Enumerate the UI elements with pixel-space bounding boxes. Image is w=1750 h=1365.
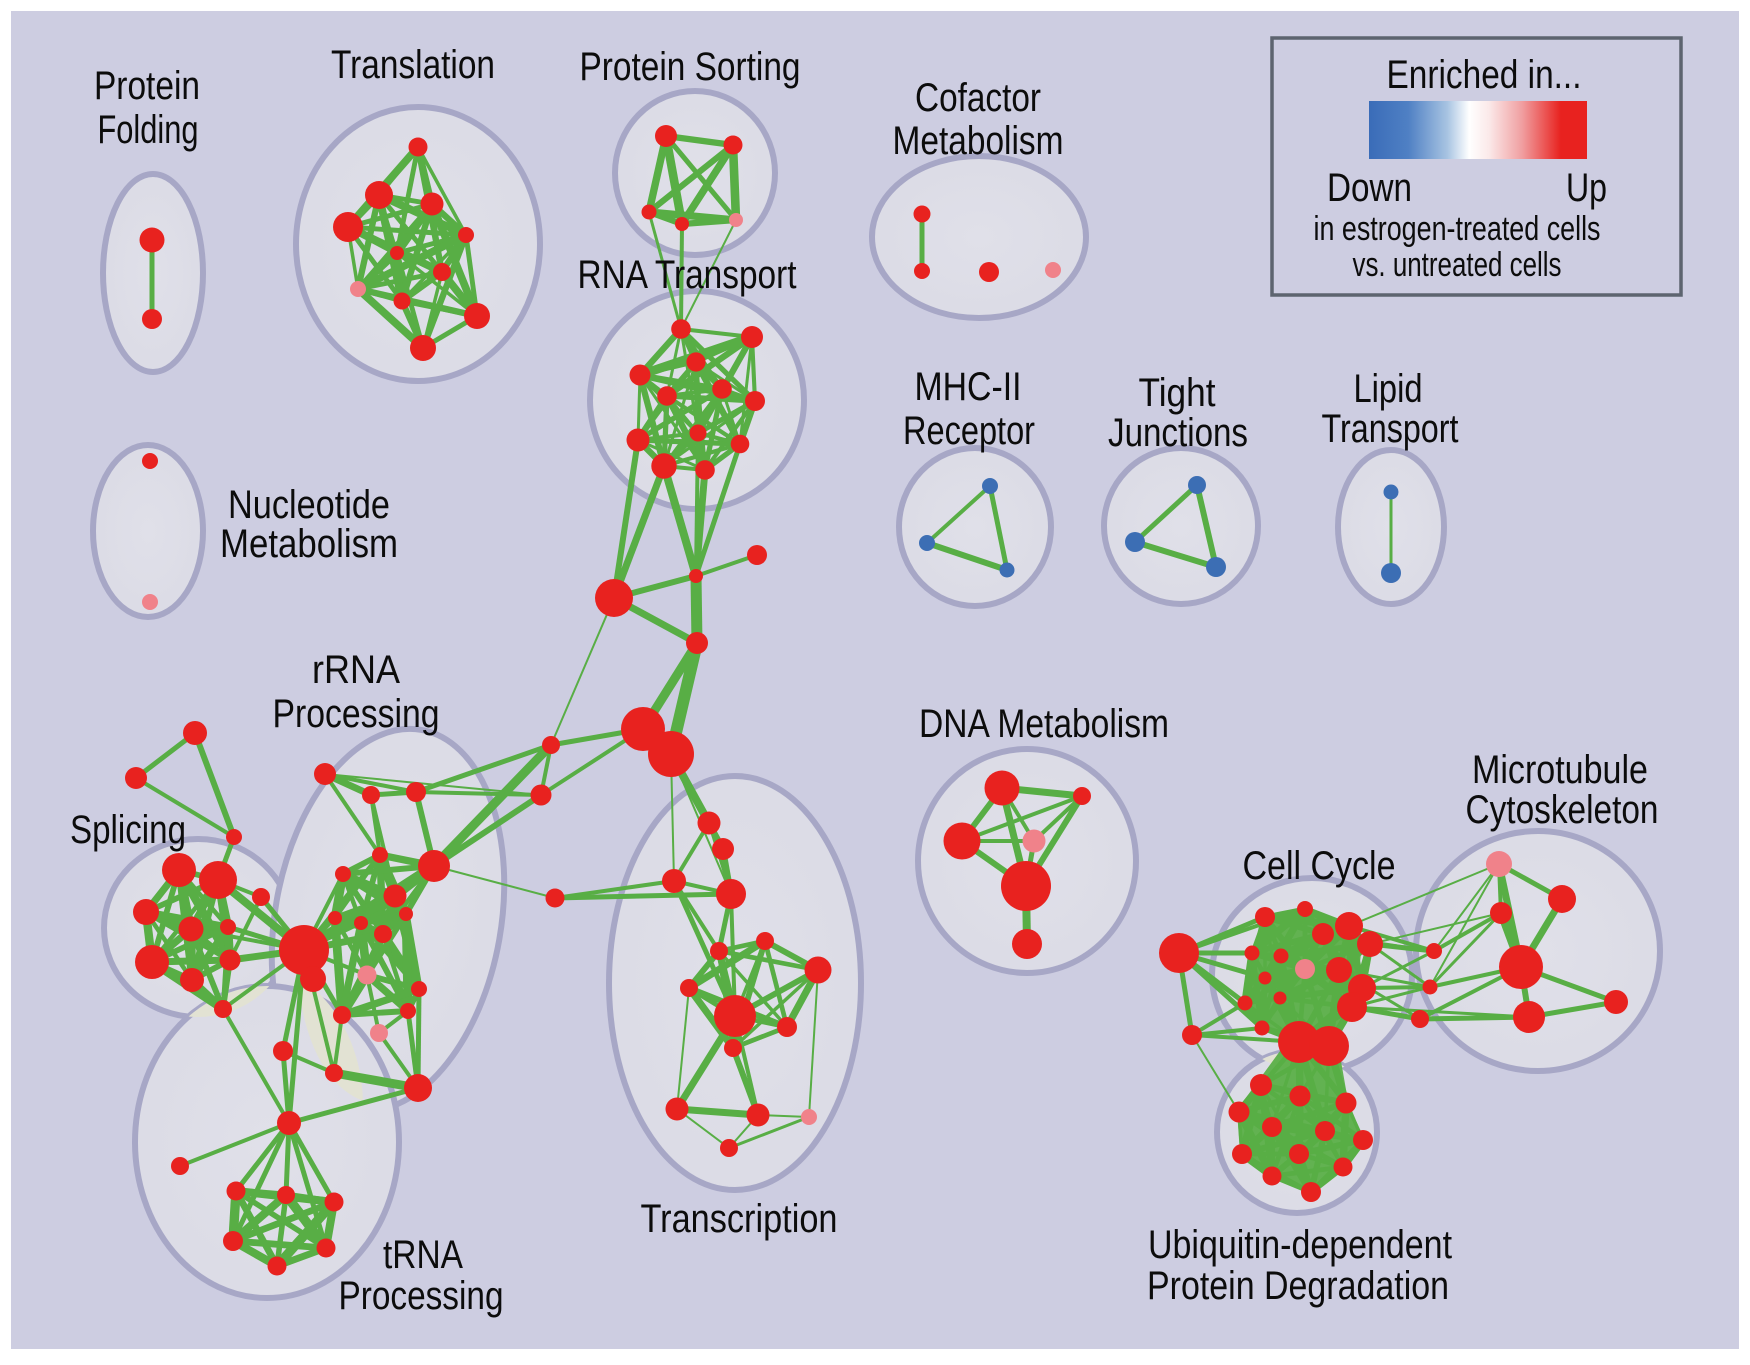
svg-text:Transport: Transport bbox=[1322, 407, 1459, 451]
svg-text:in estrogen-treated cells: in estrogen-treated cells bbox=[1314, 210, 1601, 248]
svg-text:Protein Sorting: Protein Sorting bbox=[580, 45, 801, 89]
svg-text:Protein Degradation: Protein Degradation bbox=[1147, 1264, 1449, 1308]
svg-text:Ubiquitin-dependent: Ubiquitin-dependent bbox=[1148, 1223, 1452, 1267]
svg-text:Processing: Processing bbox=[339, 1274, 504, 1318]
svg-text:Up: Up bbox=[1566, 166, 1607, 210]
svg-text:tRNA: tRNA bbox=[383, 1233, 463, 1277]
svg-text:Nucleotide: Nucleotide bbox=[228, 483, 390, 527]
svg-text:Junctions: Junctions bbox=[1108, 411, 1248, 455]
svg-text:Protein: Protein bbox=[94, 64, 200, 108]
svg-text:Receptor: Receptor bbox=[903, 409, 1035, 453]
svg-text:Cell Cycle: Cell Cycle bbox=[1243, 844, 1396, 888]
svg-text:RNA Transport: RNA Transport bbox=[578, 253, 797, 297]
svg-text:Cytoskeleton: Cytoskeleton bbox=[1466, 788, 1659, 832]
svg-text:rRNA: rRNA bbox=[312, 648, 400, 692]
svg-text:Splicing: Splicing bbox=[70, 808, 186, 852]
svg-text:Metabolism: Metabolism bbox=[220, 522, 398, 566]
svg-text:Cofactor: Cofactor bbox=[915, 76, 1041, 120]
svg-text:Enriched in...: Enriched in... bbox=[1387, 53, 1582, 97]
svg-text:Folding: Folding bbox=[98, 108, 199, 152]
svg-text:Down: Down bbox=[1327, 166, 1412, 210]
svg-text:Processing: Processing bbox=[273, 692, 440, 736]
svg-text:Microtubule: Microtubule bbox=[1472, 748, 1648, 792]
svg-text:Metabolism: Metabolism bbox=[893, 119, 1064, 163]
svg-text:Transcription: Transcription bbox=[641, 1197, 838, 1241]
svg-text:vs. untreated cells: vs. untreated cells bbox=[1353, 246, 1562, 284]
svg-text:Lipid: Lipid bbox=[1354, 367, 1423, 411]
svg-text:DNA Metabolism: DNA Metabolism bbox=[919, 702, 1169, 746]
svg-text:Translation: Translation bbox=[331, 43, 495, 87]
svg-text:MHC-II: MHC-II bbox=[915, 365, 1022, 409]
svg-text:Tight: Tight bbox=[1139, 371, 1216, 415]
